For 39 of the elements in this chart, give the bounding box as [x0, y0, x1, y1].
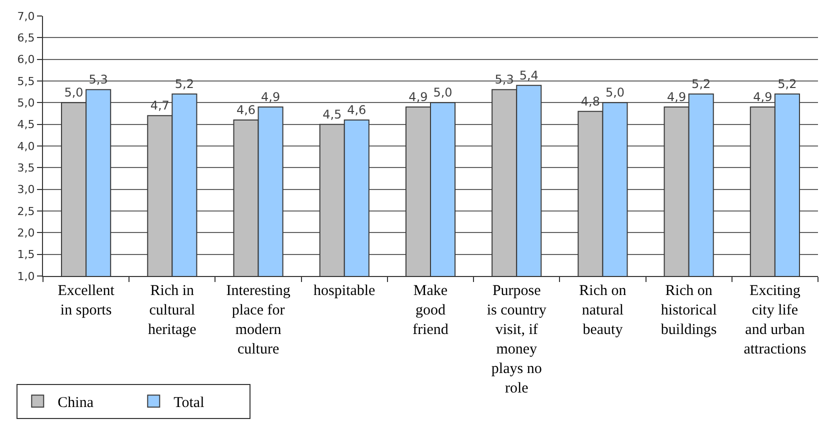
y-tick-label: 1,5 [17, 248, 35, 262]
y-tick-label: 3,0 [17, 183, 35, 196]
data-label: 4,9 [408, 90, 428, 104]
data-label: 5,4 [519, 68, 538, 82]
x-tick-label: Purpose is country visit, if money plays no role [486, 283, 547, 396]
data-label: 5,0 [433, 86, 452, 100]
data-label: 4,9 [667, 90, 686, 104]
data-label: 4,9 [753, 90, 772, 104]
y-tick-label: 5,0 [17, 96, 35, 110]
data-label: 5,0 [605, 86, 625, 100]
data-label: 5,2 [692, 77, 711, 91]
y-tick-label: 6,0 [17, 53, 35, 66]
x-tick-label: Exciting city life and urban attractions [744, 283, 806, 358]
data-label: 4,7 [150, 98, 170, 113]
data-label: 5,2 [778, 77, 797, 91]
legend-label: Total [174, 395, 204, 411]
y-tick-label: 4,5 [17, 118, 35, 132]
x-tick-label: hospitable [314, 283, 376, 299]
data-label: 5,2 [174, 77, 194, 91]
legend-label: China [58, 395, 94, 411]
y-tick-label: 5,5 [17, 74, 35, 88]
y-tick-label: 2,5 [17, 204, 35, 218]
y-tick-label: 4,0 [17, 140, 35, 153]
x-tick-label: Rich on historical buildings [660, 283, 717, 338]
x-tick-label: Rich on natural beauty [579, 283, 627, 338]
y-tick-label: 3,5 [17, 162, 35, 175]
y-tick-label: 1,0 [17, 270, 35, 283]
x-tick-label: Make good friend [412, 283, 449, 338]
y-tick-label: 7,0 [17, 10, 35, 23]
data-label: 5,0 [64, 86, 84, 100]
data-label: 4,9 [261, 90, 280, 104]
x-tick-label: Interesting place for modern culture [226, 283, 291, 358]
data-label: 4,6 [347, 103, 366, 117]
x-tick-label: Rich in cultural heritage [148, 283, 197, 338]
data-label: 4,5 [322, 107, 342, 122]
y-tick-label: 6,5 [17, 32, 35, 45]
x-tick-label: Excellent in sports [58, 283, 116, 318]
data-label: 4,6 [236, 103, 256, 117]
y-tick-label: 2,0 [17, 226, 35, 240]
